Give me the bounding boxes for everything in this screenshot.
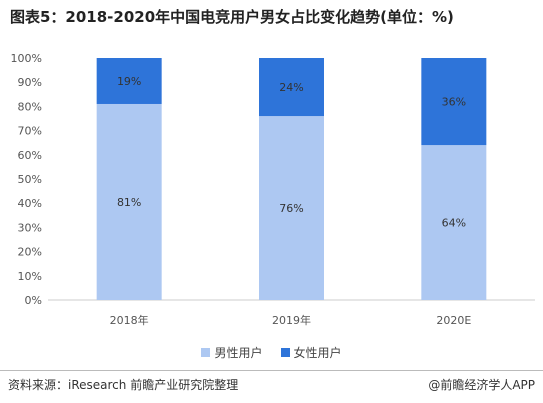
y-tick-label: 100% — [11, 52, 42, 65]
y-tick-label: 70% — [18, 125, 42, 138]
legend-item-female: 女性用户 — [280, 344, 342, 361]
bar-female — [421, 58, 487, 146]
footer: 资料来源：iResearch 前瞻产业研究院整理 @前瞻经济学人APP — [0, 370, 543, 403]
y-tick-label: 90% — [18, 76, 42, 89]
x-tick-label: 2019年 — [272, 313, 311, 327]
source-note: 资料来源：iResearch 前瞻产业研究院整理 — [8, 378, 239, 392]
legend-label-female: 女性用户 — [293, 346, 342, 360]
y-tick-label: 40% — [18, 197, 42, 210]
y-tick-label: 50% — [18, 173, 42, 186]
data-label-female: 19% — [117, 75, 141, 88]
chart-title: 图表5：2018-2020年中国电竞用户男女占比变化趋势(单位：%) — [10, 8, 454, 26]
y-tick-label: 80% — [18, 100, 42, 113]
bar-male — [421, 145, 487, 300]
bar-male — [96, 103, 162, 300]
bar-female — [96, 58, 162, 104]
legend-label-male: 男性用户 — [214, 346, 263, 360]
x-tick-label: 2020E — [436, 314, 471, 327]
y-tick-label: 30% — [18, 221, 42, 234]
legend: 男性用户 女性用户 — [0, 344, 543, 361]
data-label-female: 36% — [442, 96, 466, 109]
legend-swatch-male — [201, 348, 211, 357]
y-tick-label: 60% — [18, 149, 42, 162]
data-label-male: 81% — [117, 196, 141, 209]
legend-item-male: 男性用户 — [201, 344, 263, 361]
y-tick-label: 10% — [18, 270, 42, 283]
y-tick-label: 20% — [18, 246, 42, 259]
data-label-male: 76% — [279, 202, 303, 215]
brand-label: @前瞻经济学人APP — [428, 378, 535, 392]
bar-female — [259, 58, 324, 117]
x-tick-label: 2018年 — [110, 313, 149, 327]
data-label-female: 24% — [279, 81, 303, 94]
legend-swatch-female — [280, 348, 290, 357]
data-label-male: 64% — [442, 217, 466, 230]
bar-male — [259, 116, 324, 300]
stacked-bar-chart: 0% 10% 20% 30% 40% 50% 60% 70% 80% 90% 100% 81% 19% 2… — [11, 52, 535, 327]
y-tick-label: 0% — [25, 294, 42, 307]
